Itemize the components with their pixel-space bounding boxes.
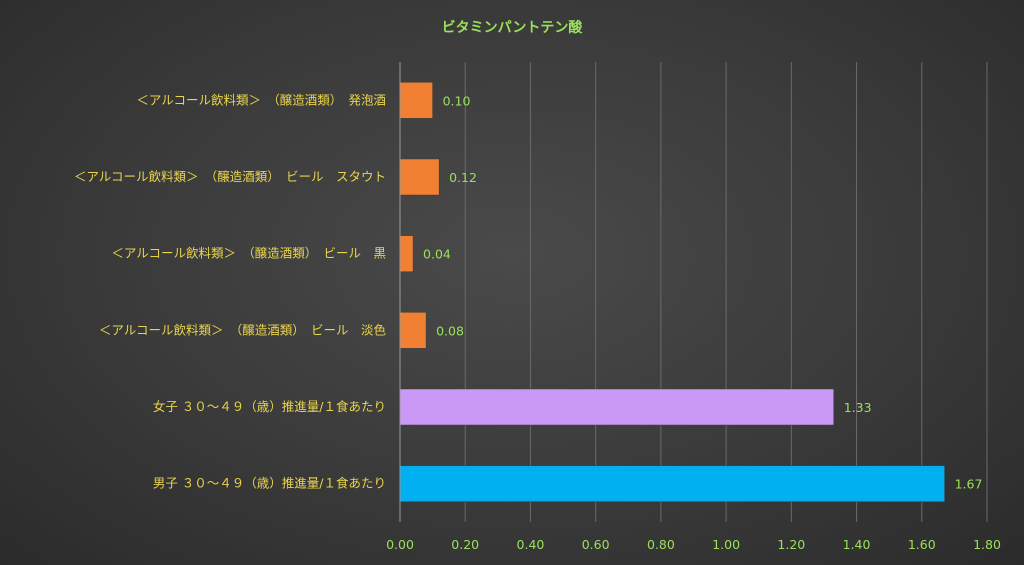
gridlines bbox=[464, 62, 988, 522]
category-labels: ＜アルコール飲料類＞ （醸造酒類） 発泡酒 ＜アルコール飲料類＞ （醸造酒類） ビ… bbox=[74, 92, 387, 490]
x-axis-ticks: 0.00 0.20 0.40 0.60 0.80 1.00 1.20 1.40 1.60 1.80 bbox=[386, 537, 1001, 552]
bar bbox=[399, 388, 834, 426]
category-label: 女子 ３０～４９（歳）推進量/１食あたり bbox=[153, 399, 386, 414]
data-label: 0.10 bbox=[443, 93, 471, 108]
x-tick-label: 0.20 bbox=[451, 537, 479, 552]
x-tick-label: 0.80 bbox=[647, 537, 675, 552]
category-label: ＜アルコール飲料類＞ （醸造酒類） 発泡酒 bbox=[136, 92, 386, 107]
data-label: 0.08 bbox=[436, 323, 464, 338]
x-tick-label: 1.60 bbox=[908, 537, 936, 552]
x-tick-label: 1.00 bbox=[712, 537, 740, 552]
x-tick-label: 1.80 bbox=[973, 537, 1001, 552]
category-label: ＜アルコール飲料類＞ （醸造酒類） ビール 黒 bbox=[111, 246, 386, 261]
bar bbox=[399, 235, 414, 272]
data-label: 0.12 bbox=[449, 170, 477, 185]
data-label: 1.67 bbox=[955, 477, 983, 492]
x-tick-label: 0.00 bbox=[386, 537, 414, 552]
data-label: 0.04 bbox=[423, 247, 451, 262]
data-labels: 0.10 0.12 0.04 0.08 1.33 1.67 bbox=[423, 93, 982, 491]
category-label: ＜アルコール飲料類＞ （醸造酒類） ビール 淡色 bbox=[99, 322, 387, 337]
x-tick-label: 0.40 bbox=[517, 537, 545, 552]
x-tick-label: 1.40 bbox=[843, 537, 871, 552]
bar bbox=[399, 312, 427, 349]
bars bbox=[399, 82, 945, 502]
chart-title: ビタミンパントテン酸 bbox=[442, 19, 584, 36]
x-tick-label: 0.60 bbox=[582, 537, 610, 552]
bar bbox=[399, 158, 440, 196]
data-label: 1.33 bbox=[844, 400, 872, 415]
x-tick-label: 1.20 bbox=[777, 537, 805, 552]
category-label: ＜アルコール飲料類＞ （醸造酒類） ビール スタウト bbox=[74, 169, 386, 184]
bar bbox=[399, 465, 945, 502]
bar bbox=[399, 82, 433, 119]
category-label: 男子 ３０～４９（歳）推進量/１食あたり bbox=[153, 476, 386, 491]
